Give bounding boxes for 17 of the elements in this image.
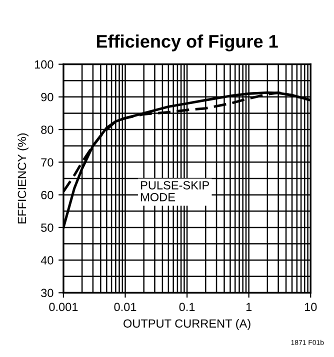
x-axis-title: OUTPUT CURRENT (A) (124, 319, 250, 330)
x-tick-label: 0.001 (49, 302, 78, 312)
x-tick-label: 1 (246, 302, 252, 312)
y-tick-label: 100 (34, 60, 54, 69)
x-tick-label: 0.1 (179, 302, 195, 312)
y-tick-label: 90 (41, 92, 54, 102)
chart-title: Efficiency of Figure 1 (96, 34, 278, 52)
x-tick-label: 0.01 (114, 302, 136, 312)
y-tick-label: 50 (41, 223, 54, 232)
y-axis-title: EFFICIENCY (%) (17, 133, 28, 224)
y-tick-label: 60 (41, 190, 54, 200)
y-tick-label: 30 (41, 288, 54, 298)
text: PULSE-SKIP MODE (141, 181, 210, 202)
y-tick-label: 40 (40, 256, 54, 264)
y-tick-label: 80 (41, 126, 54, 134)
x-tick-label: 10 (304, 302, 317, 312)
y-tick-label: 70 (41, 158, 54, 167)
